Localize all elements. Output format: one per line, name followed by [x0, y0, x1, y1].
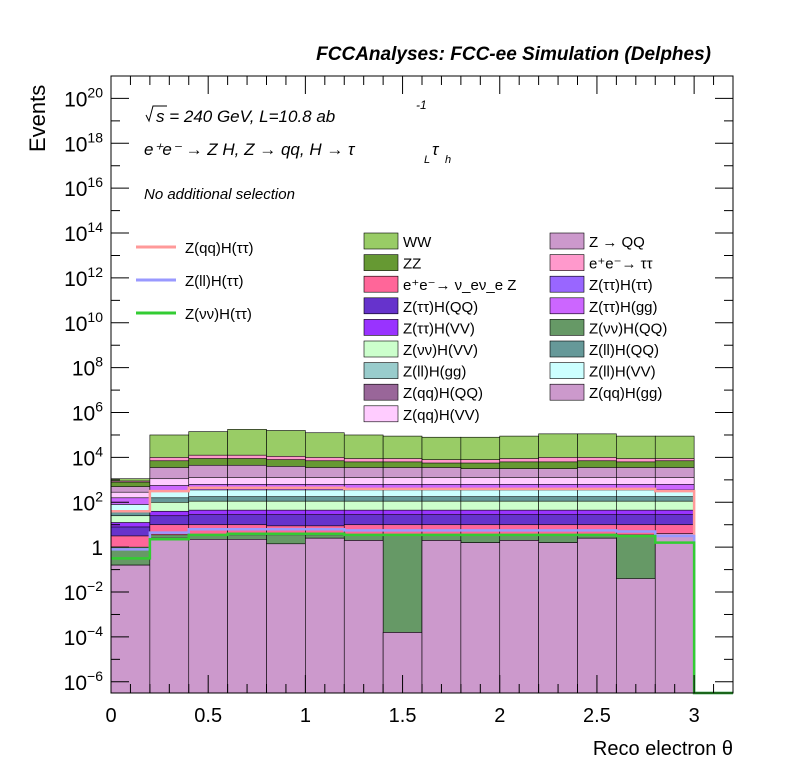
y-tick-label: 108	[72, 354, 103, 381]
x-tick-label: 0.5	[194, 705, 222, 727]
signal-line-z-qq-h-	[111, 486, 733, 695]
x-axis-label: Reco electron θ	[593, 738, 733, 760]
y-tick-label: 1014	[64, 219, 103, 246]
legend-mid-swatch-2	[363, 275, 399, 293]
legend-right-swatch-5	[549, 340, 585, 358]
legend-label: Z(qq)H(ττ)	[185, 240, 254, 257]
legend-right-label: Z(ττ)H(gg)	[589, 299, 658, 316]
legend-label: Z(ll)H(ττ)	[185, 273, 244, 290]
bar-z-qq-h-gg--5	[305, 537, 345, 694]
bar-z-qq-h-gg--0	[110, 564, 151, 694]
annotation-process: e⁺e⁻ → Z H, Z → qq, H → τ	[144, 140, 356, 159]
legend-right-label: Z(ll)H(VV)	[589, 364, 656, 381]
x-tick-label: 1.5	[389, 705, 417, 727]
legend-right-label: e⁺e⁻→ ττ	[589, 256, 653, 273]
y-axis-label: Events	[25, 85, 50, 152]
legend-right-label: Z(ττ)H(ττ)	[589, 277, 653, 294]
legend-right-swatch-6	[549, 362, 585, 379]
legend-right-label: Z → QQ	[589, 234, 645, 251]
annotation-tau: τ	[432, 140, 440, 159]
annotation-sub-l: L	[424, 154, 430, 166]
bar-z-qq-h-gg--11	[538, 542, 578, 694]
y-tick-label: 1018	[64, 129, 103, 156]
legend-right-swatch-2	[549, 275, 585, 293]
legend-mid-label: e⁺e⁻→ ν_eν_e Z	[403, 277, 516, 294]
legend-mid-swatch-8	[363, 405, 399, 423]
bar-z-qq-h-gg--13	[616, 578, 656, 694]
annotation-block: s = 240 GeV, L=10.8 ab -1 e⁺e⁻ → Z H, Z …	[144, 98, 451, 203]
stacked-bars	[110, 429, 695, 694]
legend-mid-label: Z(νν)H(VV)	[403, 342, 478, 359]
annotation-selection: No additional selection	[144, 186, 295, 203]
legend-mid-swatch-7	[363, 383, 399, 401]
legend-mid-swatch-5	[363, 340, 399, 358]
bar-z-qq-h-gg--2	[188, 539, 228, 694]
bar-z-qq-h-gg--9	[460, 542, 501, 694]
legend-right-swatch-4	[549, 319, 585, 336]
y-tick-label: 1	[91, 537, 103, 560]
y-tick-label: 102	[72, 488, 103, 515]
chart-title: FCCAnalyses: FCC-ee Simulation (Delphes)	[316, 44, 711, 65]
bar-z-qq-h-gg--14	[654, 533, 695, 694]
tick-labels: 0 0.5 1 1.5 2 2.5 3 10−6 10−4 10−2 1 102 104 106 108 10…	[64, 84, 700, 727]
legend-mid-swatch-1	[363, 254, 399, 271]
y-tick-label: 1020	[64, 84, 103, 111]
legend-mid-label: Z(qq)H(QQ)	[403, 385, 483, 402]
x-tick-label: 2.5	[583, 705, 611, 727]
signal-line-z-h-	[111, 532, 733, 695]
legend-mid-swatch-4	[363, 319, 399, 336]
legend-right-swatch-0	[549, 232, 585, 250]
x-tick-label: 3	[689, 705, 700, 727]
y-tick-label: 10−2	[64, 578, 104, 605]
bar-z-qq-h-gg--8	[421, 540, 462, 694]
y-tick-label: 10−6	[64, 668, 104, 695]
y-tick-label: 1010	[64, 309, 103, 336]
legend-right-label: Z(qq)H(gg)	[589, 385, 662, 402]
bar-z-qq-h-gg--1	[149, 537, 190, 694]
signal-line-z-ll-h-	[111, 527, 733, 695]
legend-mid-label: ZZ	[403, 256, 421, 273]
annotation-energy: s = 240 GeV, L=10.8 ab	[156, 107, 335, 126]
legend-mid-swatch-0	[363, 232, 399, 250]
legend-mid-swatch-3	[363, 297, 399, 315]
legend-mid-swatch-6	[363, 362, 399, 379]
bar-z-qq-h-gg--4	[266, 543, 306, 694]
legend-right-swatch-1	[549, 254, 585, 271]
x-tick-label: 2	[494, 705, 505, 727]
x-tick-label: 1	[300, 705, 311, 727]
y-tick-label: 104	[72, 443, 103, 470]
axis-ticks	[110, 76, 734, 693]
signal-lines	[111, 486, 733, 695]
legend-mid-label: Z(ττ)H(QQ)	[403, 299, 478, 316]
legend-mid-label: Z(ll)H(gg)	[403, 364, 466, 381]
legend-right-label: Z(ll)H(QQ)	[589, 342, 659, 359]
sqrt-symbol	[145, 105, 167, 123]
bar-z-qq-h-gg--12	[577, 537, 617, 694]
bar-z-qq-h-gg--10	[499, 540, 539, 694]
legend-mid-label: WW	[403, 234, 432, 251]
legend: Z(qq)H(ττ) Z(ll)H(ττ) Z(νν)H(ττ) WW ZZ e⁺e⁻→ …	[136, 232, 667, 424]
legend-mid-label: Z(ττ)H(VV)	[403, 320, 475, 337]
y-tick-label: 1012	[64, 264, 103, 291]
y-tick-label: 106	[72, 399, 103, 426]
annotation-lumi-exp: -1	[416, 98, 427, 112]
annotation-sub-h: h	[445, 154, 451, 166]
legend-right-swatch-7	[549, 383, 585, 401]
legend-right-swatch-3	[549, 297, 585, 315]
y-tick-label: 10−4	[64, 623, 104, 650]
legend-mid-label: Z(qq)H(VV)	[403, 407, 480, 424]
y-tick-label: 1016	[64, 174, 103, 201]
bar-z-qq-h-gg--3	[227, 539, 267, 694]
legend-label: Z(νν)H(ττ)	[185, 306, 252, 323]
legend-right-label: Z(νν)H(QQ)	[589, 320, 667, 337]
x-tick-label: 0	[105, 705, 116, 727]
bar-z-qq-h-gg--6	[343, 540, 384, 694]
